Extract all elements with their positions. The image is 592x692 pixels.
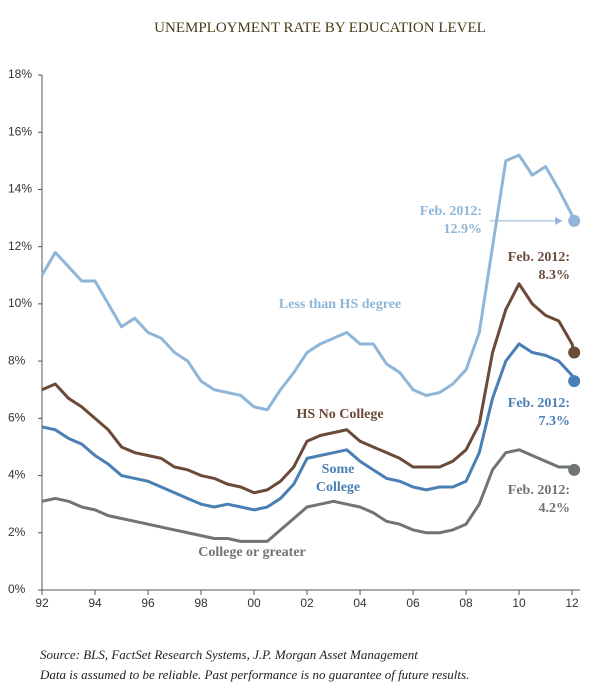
series-line: [40, 153, 576, 412]
series-label: College or greater: [198, 545, 306, 560]
y-tick-label: 4%: [8, 468, 26, 482]
end-dot: [568, 375, 581, 388]
y-tick-label: 12%: [8, 239, 32, 253]
x-tick-label: 94: [88, 596, 102, 610]
x-tick-label: 98: [194, 596, 208, 610]
arrow-head: [555, 216, 563, 225]
x-tick-label: 04: [353, 596, 367, 610]
disclaimer: Data is assumed to be reliable. Past per…: [39, 667, 469, 682]
x-tick-label: 92: [35, 596, 49, 610]
end-dot: [568, 346, 581, 359]
y-tick-label: 0%: [8, 582, 26, 596]
series-label: Less than HS degree: [279, 297, 401, 312]
end-note: Feb. 2012:: [508, 483, 570, 498]
end-value-label: 7.3%: [539, 414, 571, 429]
x-tick-label: 10: [512, 596, 526, 610]
end-note: Feb. 2012:: [508, 250, 570, 265]
y-tick-label: 14%: [8, 182, 32, 196]
x-tick-label: 02: [300, 596, 314, 610]
y-tick-label: 6%: [8, 411, 26, 425]
series-line: [41, 448, 576, 543]
chart-title: UNEMPLOYMENT RATE BY EDUCATION LEVEL: [154, 20, 486, 36]
end-dot: [568, 463, 581, 476]
end-note: Feb. 2012:: [420, 204, 482, 219]
series-line: [41, 342, 576, 512]
end-value-label: 8.3%: [539, 268, 571, 283]
y-tick-label: 8%: [8, 353, 26, 367]
series-label: HS No College: [296, 407, 383, 422]
x-tick-label: 12: [565, 596, 579, 610]
source-note: Source: BLS, FactSet Research Systems, J…: [40, 647, 418, 662]
y-tick-label: 2%: [8, 525, 26, 539]
x-tick-label: 96: [141, 596, 155, 610]
end-value-label: 4.2%: [539, 501, 571, 516]
end-value-label: 12.9%: [444, 222, 483, 237]
y-tick-label: 18%: [8, 67, 32, 81]
x-tick-label: 00: [247, 596, 261, 610]
end-note: Feb. 2012:: [508, 396, 570, 411]
y-tick-label: 10%: [8, 296, 32, 310]
series-line: [41, 282, 576, 495]
series-label: Some College: [316, 462, 360, 495]
end-dot: [568, 214, 581, 227]
x-tick-label: 08: [459, 596, 473, 610]
y-tick-label: 16%: [8, 124, 32, 138]
x-tick-label: 06: [406, 596, 420, 610]
